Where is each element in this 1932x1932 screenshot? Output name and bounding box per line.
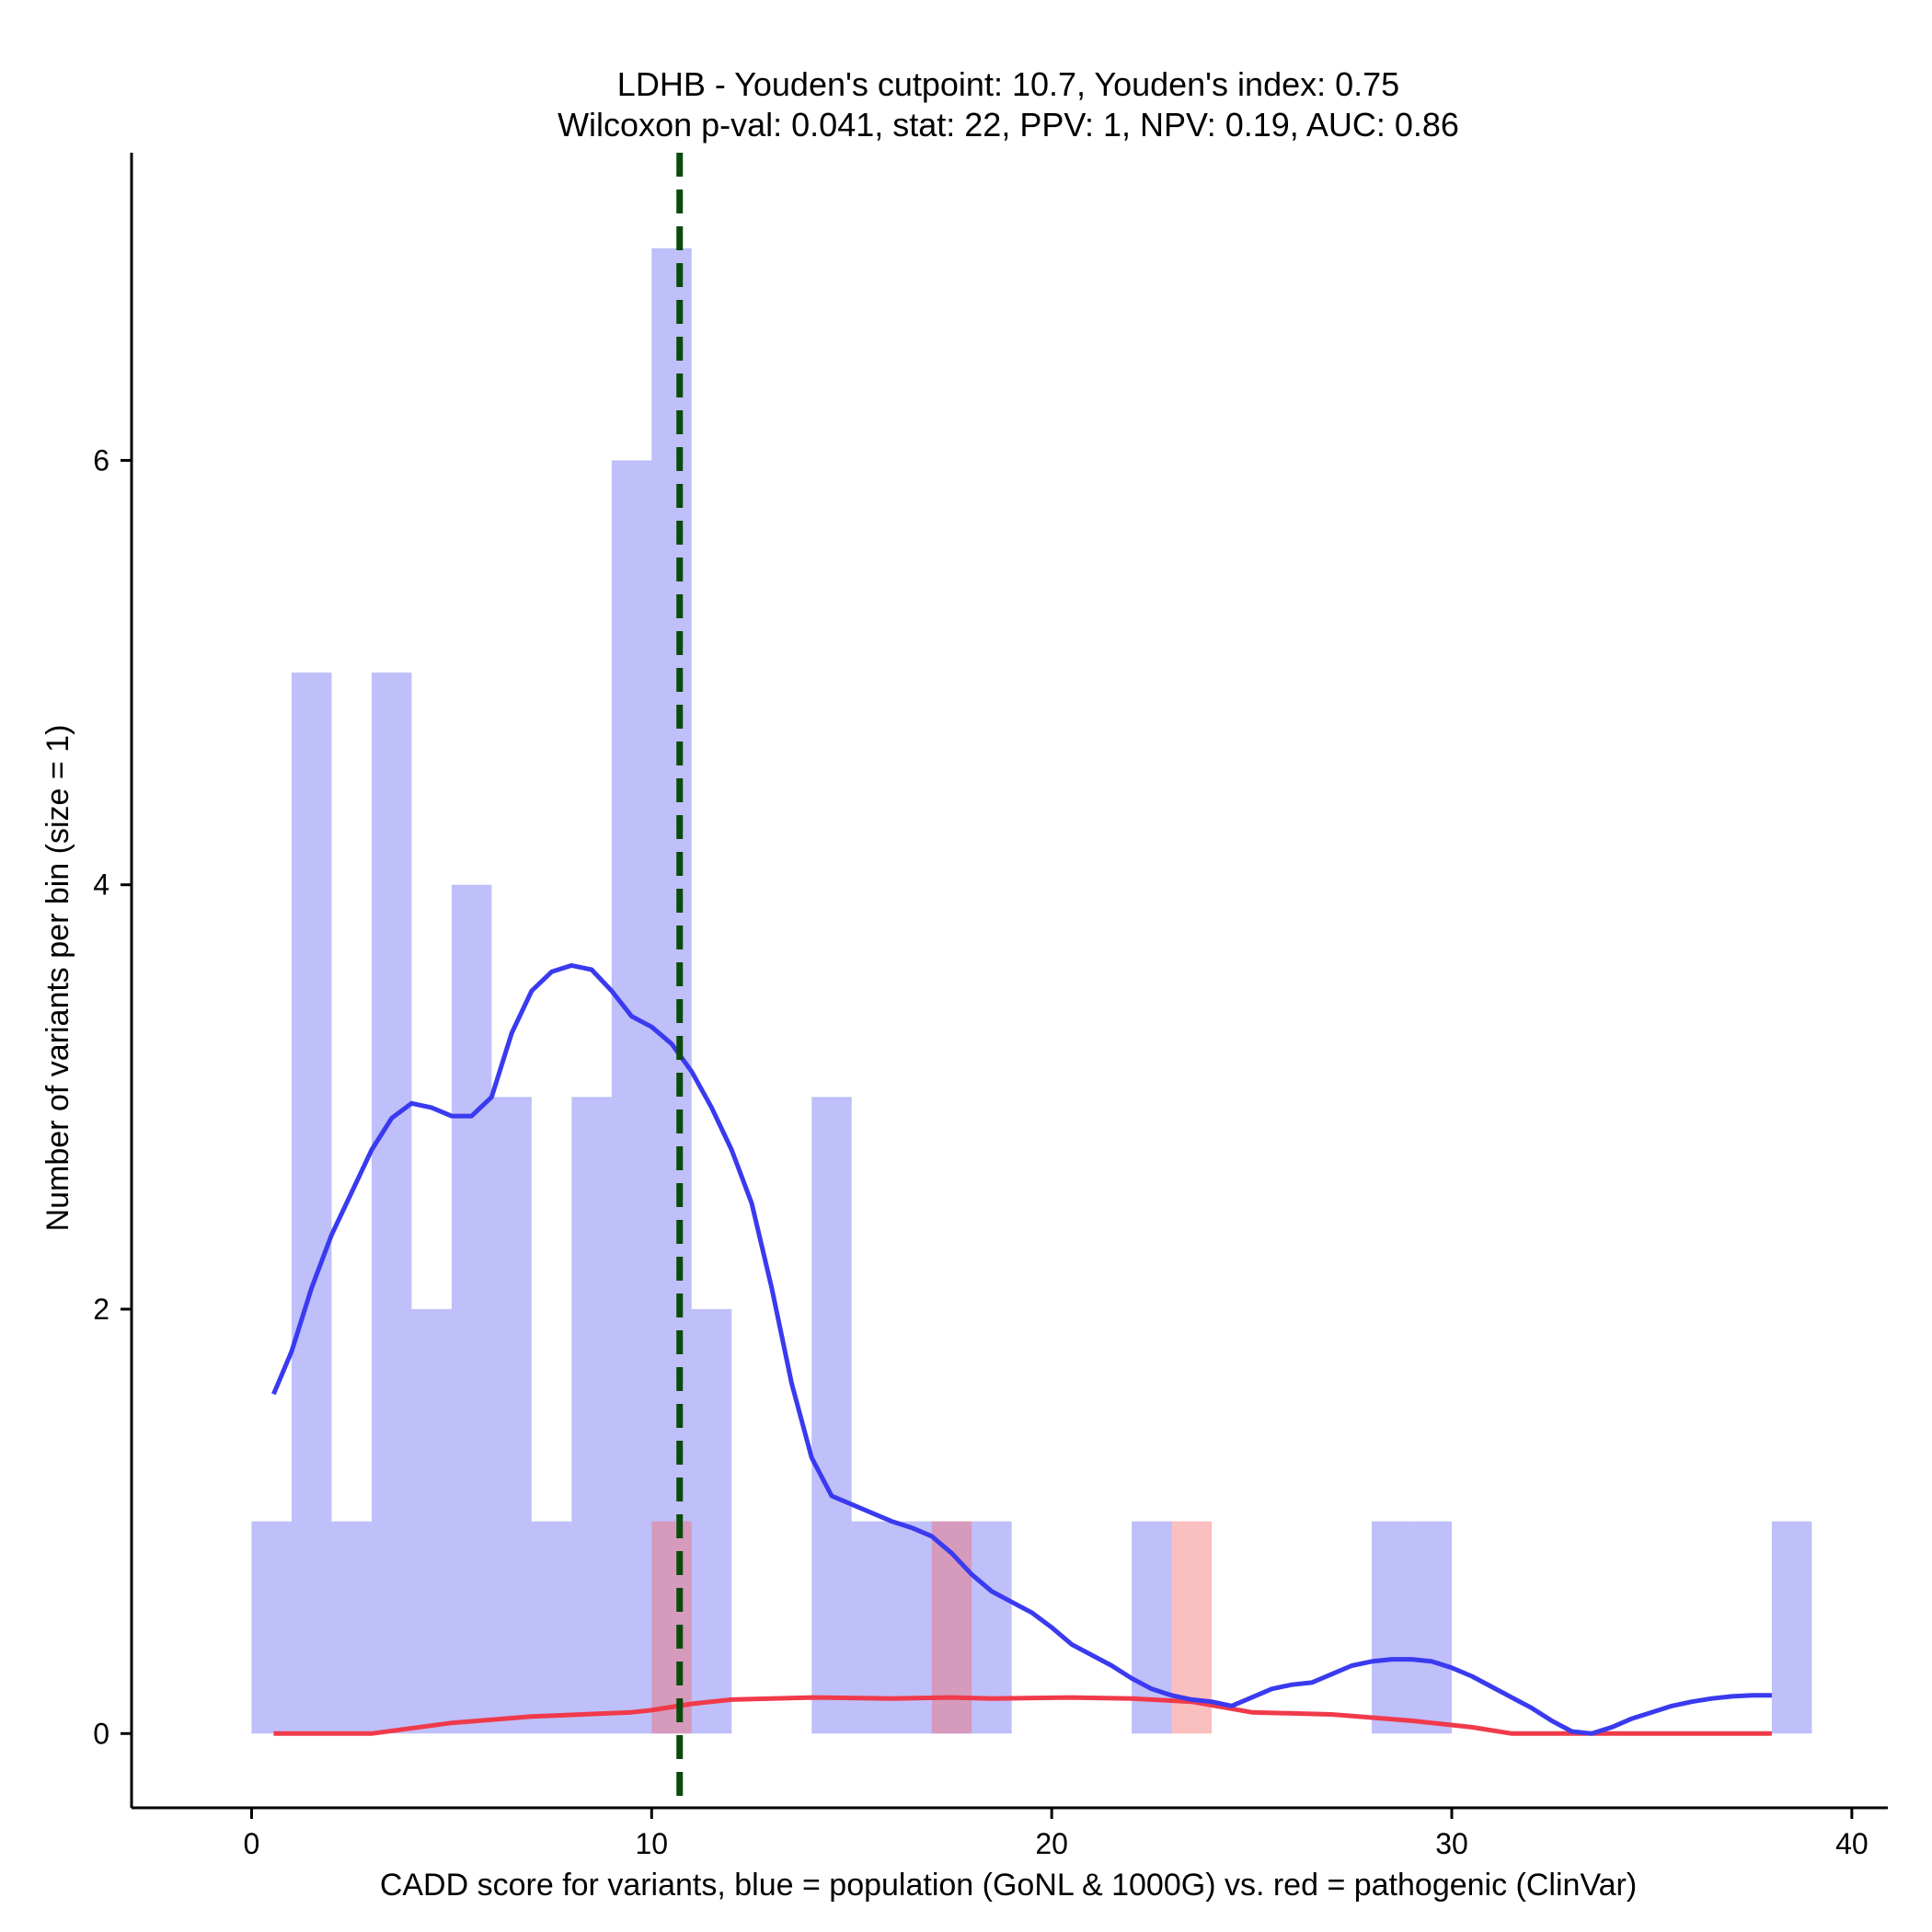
population-bar [331,1521,372,1734]
population-bar [811,1097,852,1734]
pathogenic-density-line [273,1695,1772,1736]
population-bar [1372,1521,1412,1734]
axes [130,153,1888,1810]
x-ticks: 0 10 20 30 40 [244,1808,1869,1860]
population-bar [1771,1521,1812,1734]
population-density-line [271,962,1772,1736]
y-tick-label: 4 [93,868,109,902]
population-bar [531,1521,572,1734]
population-bar [691,1308,732,1734]
y-ticks: 0 2 4 6 [93,443,132,1750]
population-bar [851,1521,892,1734]
population-bar [491,1097,532,1734]
pathogenic-bar [651,1521,692,1734]
x-tick-label: 40 [1835,1827,1869,1860]
population-bar [251,1521,292,1734]
x-axis-label: CADD score for variants, blue = populati… [380,1868,1637,1903]
population-bar [972,1521,1012,1734]
population-bar [611,460,652,1734]
y-axis-label: Number of variants per bin (size = 1) [40,725,75,1232]
y-tick-label: 0 [93,1717,109,1750]
population-bar [371,673,412,1734]
population-bar [1411,1521,1453,1734]
y-tick-label: 6 [93,443,109,477]
density-curves [271,962,1772,1736]
population-bar [891,1521,932,1734]
y-tick-label: 2 [93,1293,109,1326]
population-bar [571,1097,612,1734]
x-tick-label: 0 [244,1827,260,1860]
x-tick-label: 30 [1435,1827,1468,1860]
population-bar [291,673,332,1734]
population-bar [411,1308,452,1734]
population-bar [451,884,492,1734]
chart-title-line2: Wilcoxon p-val: 0.041, stat: 22, PPV: 1,… [558,106,1459,144]
population-bars [251,247,1812,1734]
x-tick-label: 10 [636,1827,669,1860]
population-bar [651,247,692,1734]
x-tick-label: 20 [1035,1827,1068,1860]
chart-title-line1: LDHB - Youden's cutpoint: 10.7, Youden's… [617,65,1399,103]
